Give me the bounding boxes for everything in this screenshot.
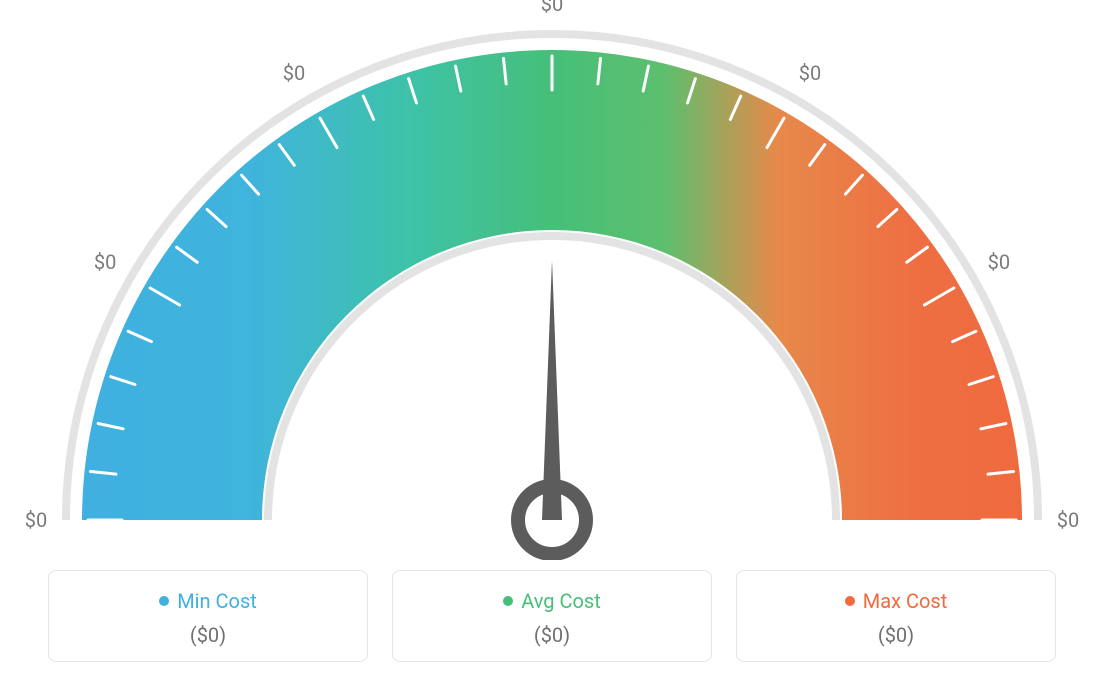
legend-title-max: Max Cost [845,589,948,613]
legend-dot-min [159,596,169,606]
gauge-tick-label: $0 [988,250,1010,274]
legend-row: Min Cost ($0) Avg Cost ($0) Max Cost ($0… [0,570,1104,662]
legend-title-avg: Avg Cost [503,589,601,613]
legend-card-min: Min Cost ($0) [48,570,368,662]
legend-dot-avg [503,596,513,606]
legend-value-min: ($0) [59,623,357,647]
gauge-tick-label: $0 [25,508,47,532]
legend-title-min: Min Cost [159,589,257,613]
gauge-tick-label: $0 [283,61,305,85]
gauge-svg [0,0,1104,560]
gauge-tick-label: $0 [799,61,821,85]
legend-card-max: Max Cost ($0) [736,570,1056,662]
legend-label-min: Min Cost [177,589,257,613]
legend-value-avg: ($0) [403,623,701,647]
gauge-tick-label: $0 [541,0,563,16]
legend-card-avg: Avg Cost ($0) [392,570,712,662]
gauge-chart: $0 $0 $0 $0 $0 $0 $0 [0,0,1104,560]
legend-label-max: Max Cost [863,589,948,613]
legend-dot-max [845,596,855,606]
gauge-tick-label: $0 [94,250,116,274]
gauge-tick-label: $0 [1057,508,1079,532]
legend-label-avg: Avg Cost [521,589,601,613]
legend-value-max: ($0) [747,623,1045,647]
